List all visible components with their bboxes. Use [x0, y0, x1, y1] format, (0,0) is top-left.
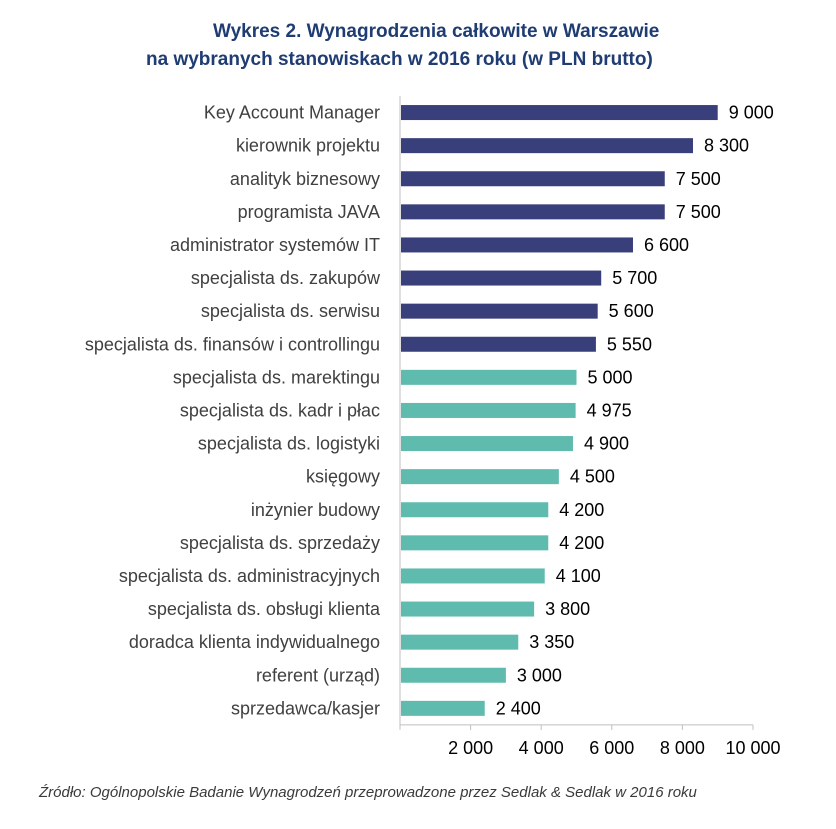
value-label: 5 550	[607, 334, 652, 354]
value-label: 4 100	[556, 566, 601, 586]
value-label: 8 300	[704, 136, 749, 156]
value-label: 4 200	[559, 500, 604, 520]
bar-chart: 2 000 4 000 6 000 8 000 10 000 Key Account Ma…	[85, 96, 781, 758]
bar	[401, 634, 519, 650]
bar	[401, 105, 718, 121]
x-tick-label: 10 000	[725, 738, 780, 758]
x-tick-label: 8 000	[660, 738, 705, 758]
category-label: specjalista ds. logistyki	[198, 434, 380, 454]
category-label: sprzedawca/kasjer	[231, 698, 380, 718]
category-label: referent (urząd)	[256, 665, 380, 685]
chart-title-line-1: Wykres 2. Wynagrodzenia całkowite w Wars…	[213, 21, 660, 42]
value-label: 7 500	[676, 169, 721, 189]
category-label: księgowy	[306, 467, 380, 487]
category-label: specjalista ds. sprzedaży	[180, 533, 380, 553]
bar	[401, 469, 559, 485]
bar	[401, 700, 485, 716]
bar	[401, 601, 535, 617]
bar	[401, 138, 693, 154]
bar	[401, 171, 665, 187]
value-label: 7 500	[676, 202, 721, 222]
x-tick-label: 2 000	[448, 738, 493, 758]
category-label: programista JAVA	[238, 202, 380, 222]
bar	[401, 204, 665, 220]
value-label: 3 350	[529, 632, 574, 652]
bar	[401, 336, 596, 352]
category-label: specjalista ds. administracyjnych	[119, 566, 380, 586]
category-label: specjalista ds. zakupów	[191, 268, 381, 288]
value-label: 5 600	[609, 301, 654, 321]
value-label: 2 400	[496, 698, 541, 718]
value-label: 5 000	[588, 367, 633, 387]
category-label: specjalista ds. finansów i controllingu	[85, 334, 380, 354]
category-label: specjalista ds. serwisu	[201, 301, 380, 321]
category-label: administrator systemów IT	[170, 235, 380, 255]
value-label: 9 000	[729, 103, 774, 123]
value-label: 4 500	[570, 467, 615, 487]
bar	[401, 535, 549, 551]
bar	[401, 436, 573, 452]
value-label: 4 200	[559, 533, 604, 553]
category-label: specjalista ds. marektingu	[173, 367, 380, 387]
bar	[401, 502, 549, 518]
bar	[401, 568, 545, 584]
category-label: specjalista ds. obsługi klienta	[148, 599, 381, 619]
bar	[401, 402, 576, 418]
bar	[401, 237, 633, 253]
x-tick-label: 6 000	[589, 738, 634, 758]
value-label: 5 700	[612, 268, 657, 288]
source-note: Źródło: Ogólnopolskie Badanie Wynagrodze…	[39, 784, 697, 801]
bar	[401, 369, 577, 385]
category-label: kierownik projektu	[236, 136, 380, 156]
bar	[401, 303, 598, 319]
bar	[401, 270, 602, 286]
category-label: specjalista ds. kadr i płac	[180, 400, 380, 420]
category-label: Key Account Manager	[204, 103, 380, 123]
value-label: 6 600	[644, 235, 689, 255]
category-label: doradca klienta indywidualnego	[129, 632, 380, 652]
category-label: analityk biznesowy	[230, 169, 380, 189]
x-tick-label: 4 000	[519, 738, 564, 758]
category-label: inżynier budowy	[251, 500, 380, 520]
value-label: 4 900	[584, 434, 629, 454]
bar	[401, 667, 506, 683]
chart-title-line-2: na wybranych stanowiskach w 2016 roku (w…	[146, 49, 653, 70]
value-label: 3 800	[545, 599, 590, 619]
value-label: 4 975	[587, 400, 632, 420]
value-label: 3 000	[517, 665, 562, 685]
